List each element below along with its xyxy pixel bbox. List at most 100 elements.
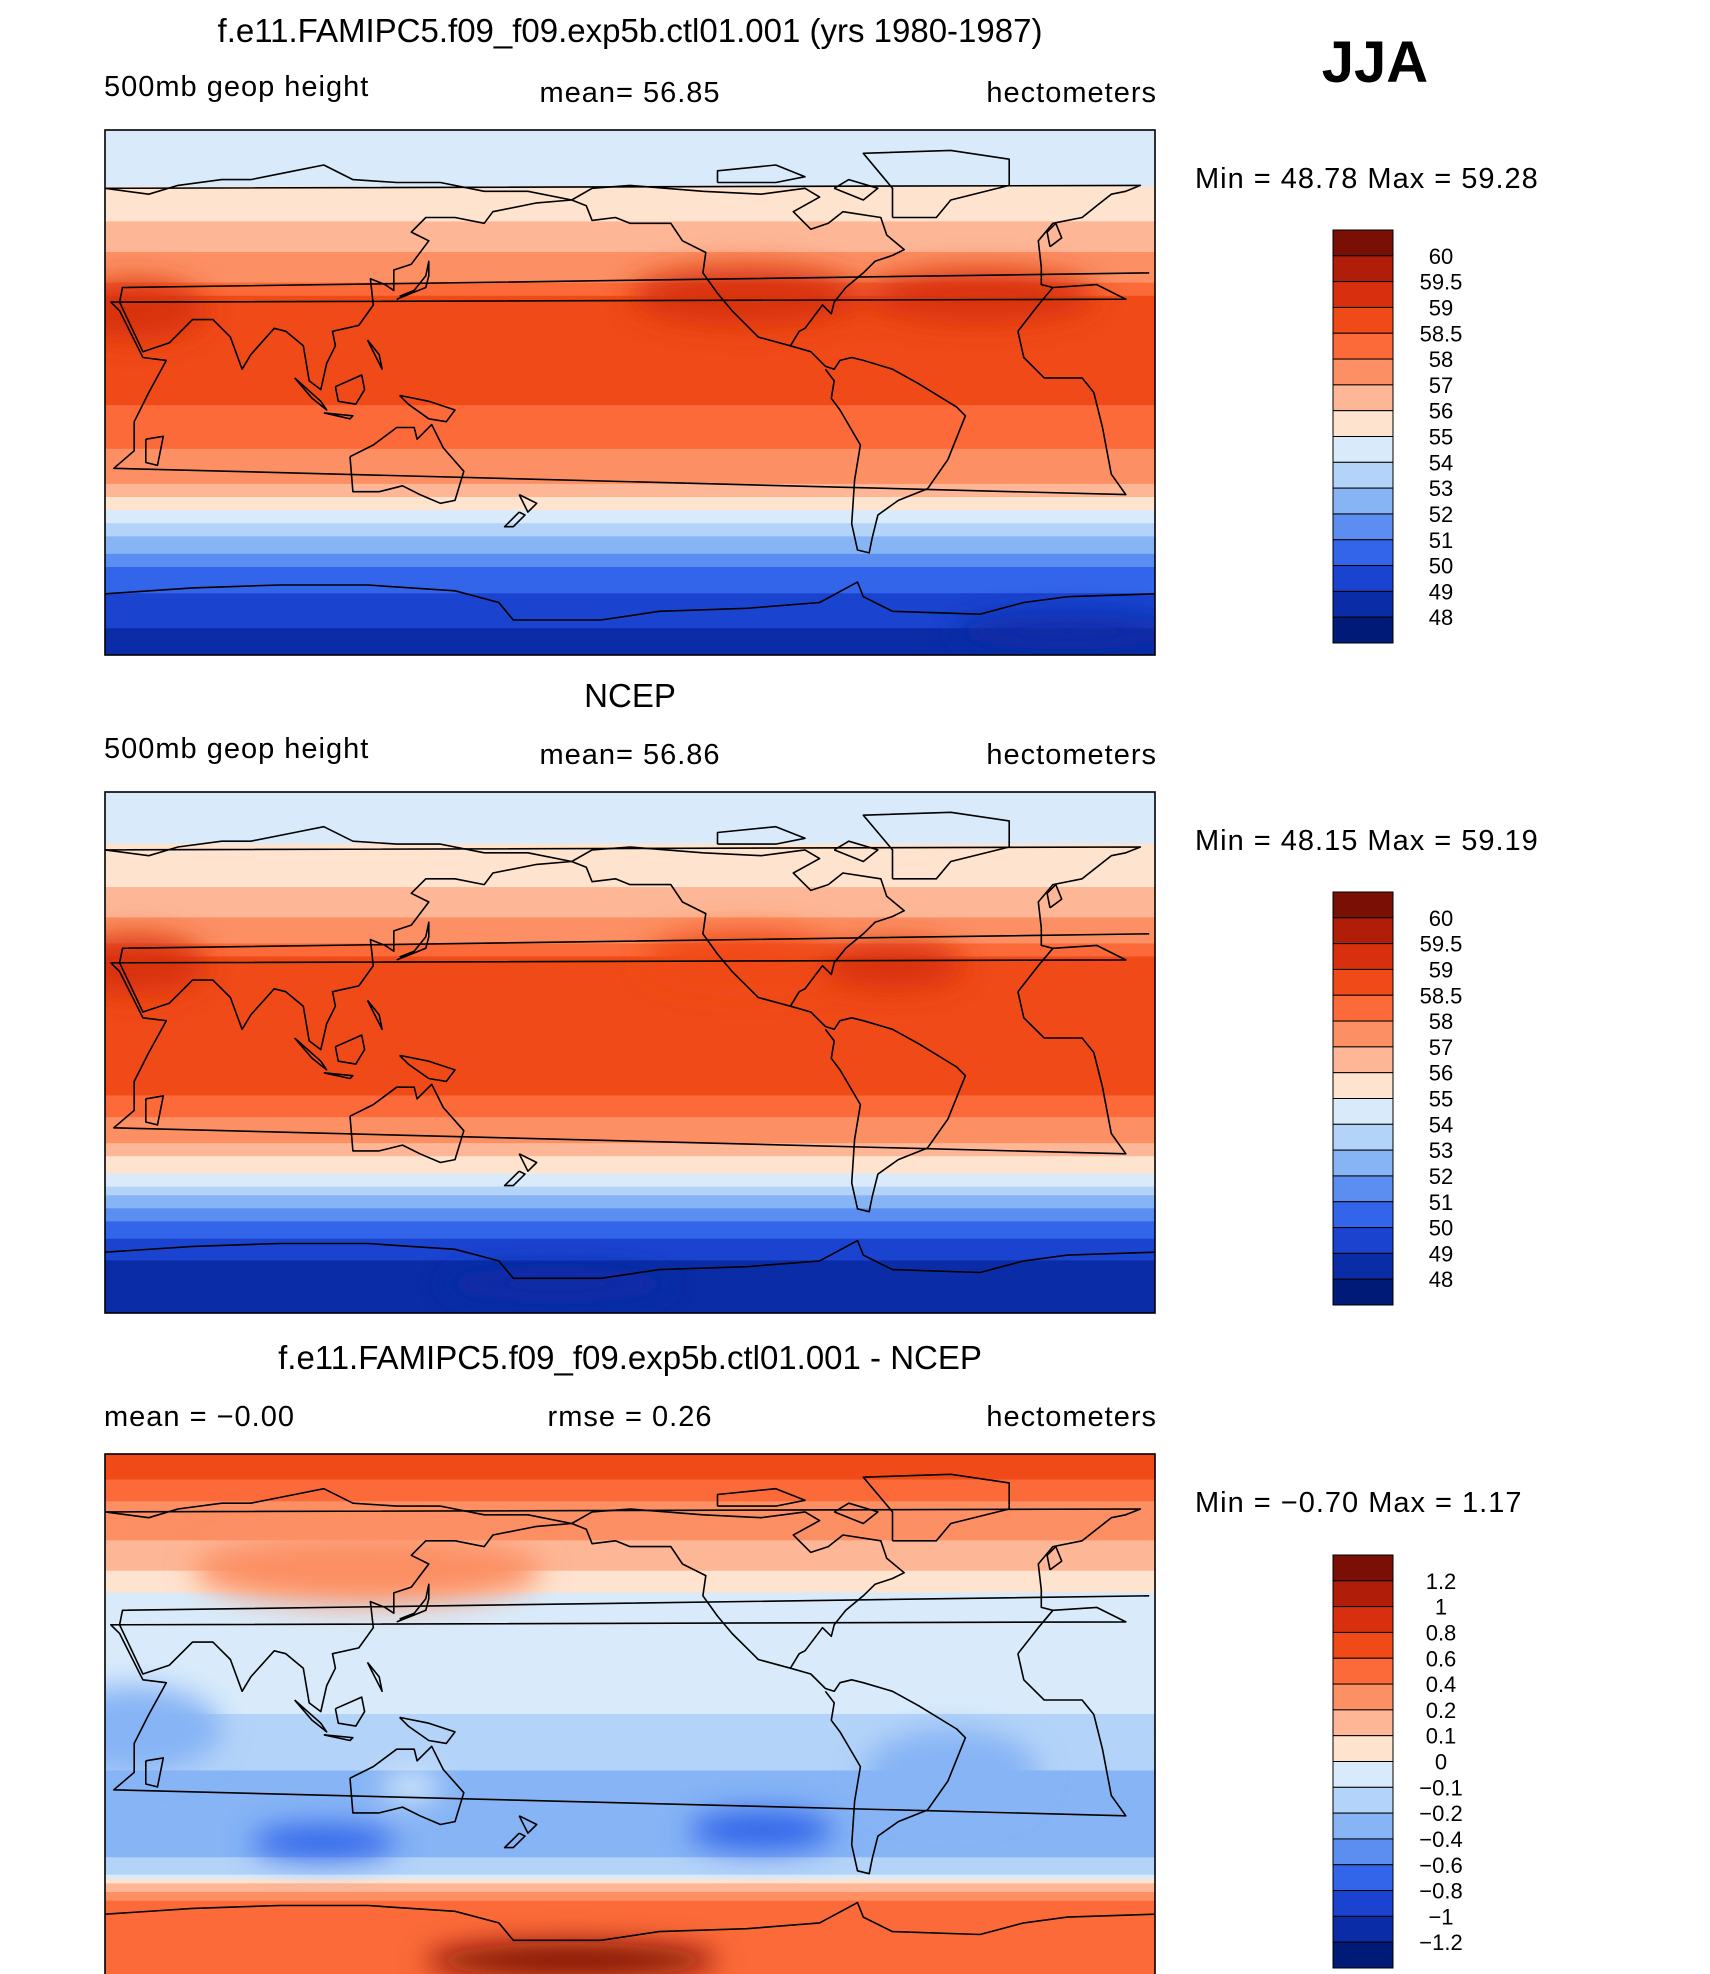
field-band: [105, 326, 1155, 332]
field-band: [105, 1805, 1155, 1811]
field-band: [105, 273, 1155, 280]
field-band: [105, 1687, 1155, 1694]
panel-title: f.e11.FAMIPC5.f09_f09.exp5b.ctl01.001 (y…: [218, 12, 1043, 49]
field-band: [105, 1878, 1155, 1885]
field-band: [105, 1143, 1155, 1149]
colorbar-swatch: [1332, 1554, 1394, 1582]
colorbar-tick-label: −0.6: [1419, 1853, 1462, 1878]
field-band: [105, 1735, 1155, 1742]
coastline: [503, 511, 526, 528]
field-band: [105, 1549, 1155, 1555]
field-band: [105, 1588, 1155, 1594]
field-band: [105, 155, 1155, 162]
field-band: [105, 164, 1155, 170]
field-band: [105, 413, 1155, 420]
field-band: [105, 282, 1155, 288]
coastline: [503, 1170, 526, 1187]
field-band: [105, 1922, 1155, 1928]
colorbar-swatch: [1332, 943, 1394, 970]
field-band: [105, 466, 1155, 472]
colorbar-tick-label: 1.2: [1426, 1569, 1457, 1594]
field-band: [105, 575, 1155, 582]
field-band: [105, 304, 1155, 310]
colorbar-swatch: [1332, 306, 1394, 334]
colorbar-tick-label: −0.1: [1419, 1775, 1462, 1800]
field-band: [105, 1622, 1155, 1629]
field-band: [105, 926, 1155, 932]
field-band: [105, 965, 1155, 971]
panel-mean-label: mean = −0.00: [104, 1401, 295, 1433]
field-band: [105, 1618, 1155, 1624]
field-band: [105, 602, 1155, 608]
anomaly-region: [630, 267, 864, 326]
map-frame: [104, 129, 1156, 656]
colorbar-tick-label: 0.8: [1426, 1620, 1457, 1645]
field-band: [105, 1190, 1155, 1197]
field-band: [105, 260, 1155, 267]
colorbar-tick-label: 54: [1429, 1112, 1453, 1137]
field-band: [105, 370, 1155, 376]
field-band: [105, 1234, 1155, 1240]
field-band: [105, 422, 1155, 428]
field-band: [105, 238, 1155, 245]
field-band: [105, 982, 1155, 988]
field-band: [105, 856, 1155, 862]
field-band: [105, 792, 1155, 797]
field-band: [105, 839, 1155, 845]
colorbar-swatch: [1332, 255, 1394, 283]
colorbar-swatch: [1332, 1735, 1394, 1762]
colorbar-swatch: [1332, 539, 1394, 567]
field-band: [105, 1104, 1155, 1110]
coastline: [334, 1696, 366, 1727]
anomaly-region: [688, 1810, 835, 1851]
colorbar-tick-label: −1: [1428, 1904, 1453, 1929]
colorbar-tick-label: 55: [1429, 425, 1453, 450]
coastline: [293, 377, 328, 411]
colorbar-tick-label: 0: [1435, 1750, 1447, 1775]
field-band: [105, 1905, 1155, 1911]
field-band: [105, 536, 1155, 542]
field-band: [105, 1021, 1155, 1027]
coastline: [790, 1005, 967, 1213]
coastline: [790, 345, 967, 554]
coastline: [105, 1239, 1155, 1280]
field-band: [105, 335, 1155, 341]
field-band: [105, 1230, 1155, 1236]
colorbar-swatch: [1332, 461, 1394, 489]
field-band: [105, 1570, 1155, 1577]
field-band: [105, 1069, 1155, 1075]
field-band: [105, 1865, 1155, 1872]
field-band: [105, 1462, 1155, 1468]
field-band: [105, 435, 1155, 442]
field-band: [105, 1060, 1155, 1067]
field-band: [105, 549, 1155, 555]
field-band: [105, 571, 1155, 577]
field-band: [105, 1522, 1155, 1529]
anomaly-region: [819, 942, 966, 989]
field-band: [105, 1117, 1155, 1123]
field-band: [105, 1130, 1155, 1136]
field-band: [105, 1774, 1155, 1781]
field-band: [105, 1540, 1155, 1546]
colorbar-tick-label: −0.2: [1419, 1801, 1462, 1826]
field-band: [105, 230, 1155, 236]
colorbar-swatch: [1332, 1123, 1394, 1151]
field-band: [105, 540, 1155, 547]
field-band: [105, 409, 1155, 415]
coastline: [105, 184, 1142, 289]
field-band: [105, 1203, 1155, 1210]
field-band: [105, 1896, 1155, 1902]
coastline: [323, 1734, 354, 1742]
panel-mean-label: mean= 56.85: [539, 77, 720, 109]
field-band: [105, 1466, 1155, 1472]
colorbar-swatch: [1332, 1580, 1394, 1608]
field-band: [105, 1744, 1155, 1750]
field-band: [105, 1225, 1155, 1232]
anomaly-region: [644, 930, 849, 989]
field-band: [105, 400, 1155, 407]
field-band: [105, 1186, 1155, 1192]
colorbar-tick-label: 55: [1429, 1087, 1453, 1112]
field-band: [105, 1177, 1155, 1184]
field-band: [105, 256, 1155, 262]
